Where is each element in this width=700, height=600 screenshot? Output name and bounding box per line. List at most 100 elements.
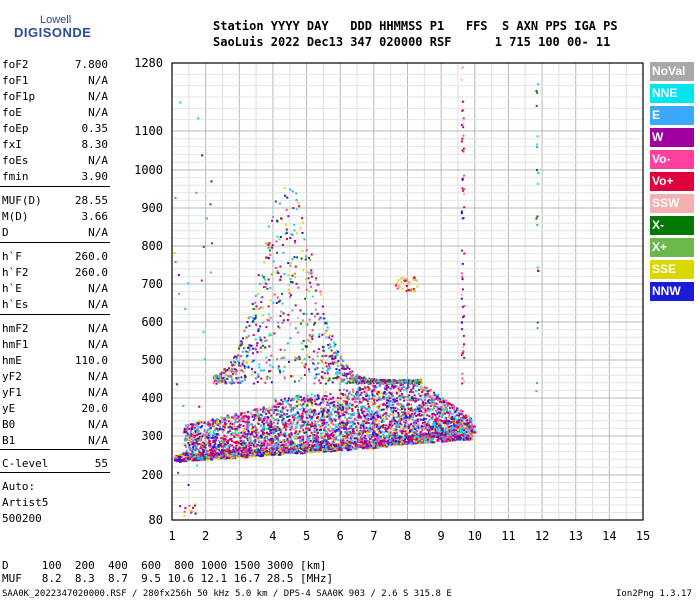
echo-point	[267, 424, 270, 426]
echo-point	[242, 416, 245, 419]
echo-point	[212, 433, 215, 436]
echo-point	[244, 445, 247, 448]
echo-point	[401, 426, 404, 429]
echo-point	[386, 384, 389, 386]
echo-point	[229, 438, 232, 441]
echo-point	[404, 420, 407, 423]
echo-point	[424, 398, 426, 401]
echo-point	[268, 427, 270, 430]
echo-point	[277, 405, 280, 408]
echo-point	[449, 421, 452, 424]
echo-point	[347, 447, 350, 449]
echo-point	[243, 444, 246, 447]
echo-point	[338, 428, 341, 431]
echo-point	[369, 428, 372, 431]
echo-point	[406, 415, 409, 418]
echo-point	[447, 402, 450, 405]
echo-point	[386, 427, 389, 430]
echo-point	[257, 412, 260, 415]
echo-point	[391, 384, 394, 387]
echo-point	[384, 384, 387, 387]
echo-point	[353, 418, 356, 421]
echo-point	[261, 414, 263, 417]
echo-point	[440, 401, 443, 404]
echo-point	[307, 423, 310, 426]
echo-point	[254, 450, 257, 453]
echo-point	[212, 452, 215, 455]
echo-point	[377, 433, 380, 436]
echo-point	[398, 422, 401, 425]
echo-point	[198, 442, 201, 445]
echo-point	[269, 408, 271, 411]
echo-point	[453, 408, 456, 410]
echo-point	[443, 430, 446, 432]
echo-point	[208, 439, 211, 442]
echo-point	[268, 438, 271, 441]
echo-point	[287, 450, 289, 453]
echo-point	[350, 393, 353, 396]
echo-point	[440, 428, 443, 431]
echo-point	[360, 391, 363, 394]
echo-point	[272, 417, 275, 420]
echo-point	[461, 413, 464, 416]
echo-point	[452, 420, 455, 423]
echo-point	[419, 430, 422, 433]
echo-point	[436, 420, 439, 423]
echo-point	[397, 421, 400, 424]
echo-point	[362, 427, 365, 429]
echo-point	[412, 397, 415, 400]
echo-point	[245, 416, 248, 419]
echo-point	[341, 420, 344, 423]
echo-point	[366, 413, 369, 416]
echo-point	[321, 448, 324, 451]
echo-point	[210, 452, 213, 455]
echo-point	[219, 443, 222, 446]
echo-point	[213, 452, 217, 455]
echo-point	[357, 392, 360, 395]
echo-point	[220, 437, 223, 440]
echo-point	[329, 445, 332, 448]
header-line-1: Station YYYY DAY DDD HHMMSS P1 FFS S AXN…	[213, 19, 618, 33]
echo-point	[331, 427, 334, 430]
echo-point	[237, 434, 240, 437]
echo-point	[280, 447, 283, 449]
echo-point	[277, 450, 280, 453]
echo-point	[444, 408, 447, 410]
echo-point	[360, 406, 363, 409]
echo-point	[375, 423, 378, 426]
echo-point	[384, 395, 387, 398]
param-value: N/A	[88, 418, 108, 431]
echo-point	[467, 436, 470, 439]
echo-point	[468, 422, 471, 425]
echo-point	[353, 396, 356, 399]
echo-point	[306, 435, 309, 438]
echo-point	[420, 398, 423, 401]
echo-point	[253, 430, 256, 433]
echo-point	[209, 444, 212, 447]
echo-point	[407, 408, 410, 410]
echo-point	[388, 387, 391, 390]
echo-point	[469, 417, 472, 419]
echo-point	[268, 434, 271, 437]
echo-point	[345, 402, 348, 405]
echo-point	[450, 405, 453, 408]
echo-point	[353, 412, 356, 415]
echo-point	[212, 440, 215, 443]
echo-point	[263, 449, 266, 452]
echo-point	[291, 399, 294, 401]
echo-point	[310, 410, 313, 413]
echo-point	[230, 456, 235, 459]
echo-point	[205, 451, 208, 454]
echo-point	[367, 408, 370, 411]
echo-point	[354, 437, 356, 440]
echo-point	[326, 442, 329, 445]
echo-point	[355, 395, 358, 398]
echo-point	[199, 454, 202, 457]
echo-point	[204, 439, 207, 442]
echo-point	[412, 421, 415, 424]
echo-point	[300, 417, 303, 420]
echo-point	[237, 432, 240, 435]
echo-point	[191, 443, 194, 446]
echo-point	[401, 404, 404, 407]
echo-point	[235, 420, 237, 423]
